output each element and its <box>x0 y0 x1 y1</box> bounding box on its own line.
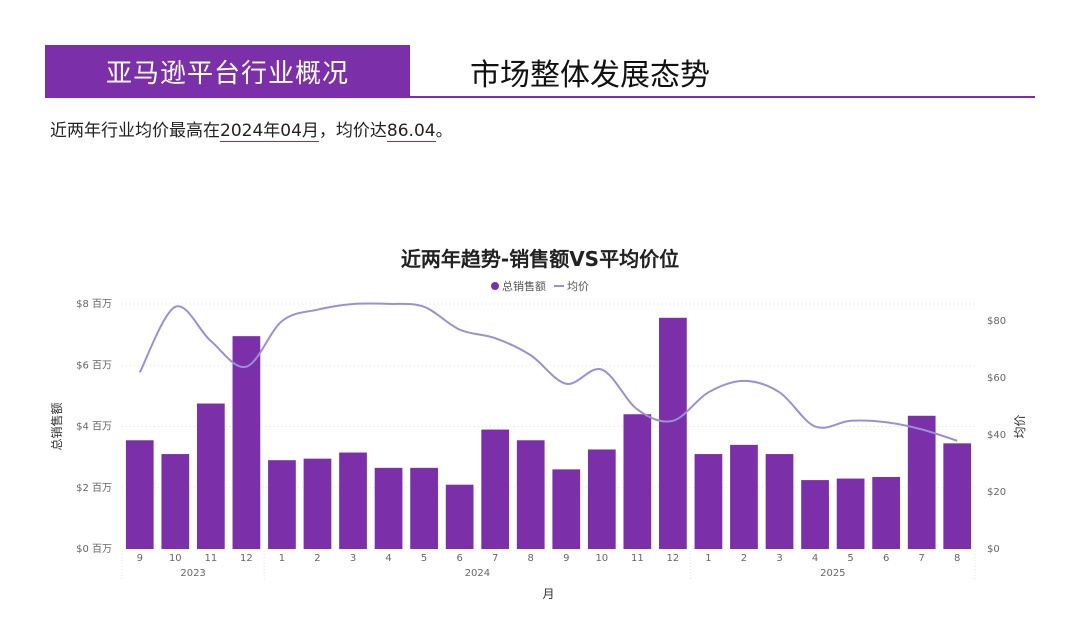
bar <box>730 444 758 549</box>
x-tick-label: 2 <box>314 553 320 564</box>
x-axis-title: 月 <box>542 587 554 601</box>
y-right-tick-label: $0 <box>987 544 1000 555</box>
x-tick-label: 4 <box>385 553 391 564</box>
bar <box>410 467 438 549</box>
y-left-tick-label: $4 百万 <box>76 421 112 433</box>
legend-bar-marker <box>491 282 499 290</box>
section-label-box: 亚马逊平台行业概况 <box>45 45 410 97</box>
year-label: 2025 <box>820 568 845 579</box>
year-label: 2023 <box>180 568 205 579</box>
x-tick-label: 5 <box>421 553 427 564</box>
bar <box>872 477 901 549</box>
x-tick-label: 3 <box>776 553 782 564</box>
bar <box>374 467 403 549</box>
x-tick-label: 7 <box>492 553 498 564</box>
bar <box>765 454 794 549</box>
summary-peak-month: 2024年04月 <box>220 121 319 142</box>
chart-title: 近两年趋势-销售额VS平均价位 <box>400 247 680 271</box>
x-tick-label: 8 <box>954 553 960 564</box>
y-left-tick-label: $2 百万 <box>76 482 112 494</box>
header-divider <box>45 96 1035 98</box>
bar <box>836 478 865 549</box>
x-tick-label: 2 <box>741 553 747 564</box>
bar <box>907 415 936 549</box>
bar <box>125 440 154 549</box>
summary-text: 近两年行业均价最高在2024年04月，均价达86.04。 <box>50 116 453 142</box>
legend-line-label: 均价 <box>567 280 589 293</box>
x-tick-label: 8 <box>528 553 534 564</box>
x-tick-label: 7 <box>919 553 925 564</box>
bar <box>694 454 723 549</box>
bar <box>339 452 367 549</box>
bar <box>516 440 545 549</box>
summary-peak-value: 86.04 <box>386 121 436 142</box>
y-right-tick-label: $20 <box>987 487 1006 498</box>
x-tick-label: 4 <box>812 553 818 564</box>
x-tick-label: 10 <box>595 553 608 564</box>
legend-line-marker <box>554 285 564 287</box>
x-tick-label: 11 <box>631 553 644 564</box>
bar <box>552 469 581 549</box>
bar <box>943 443 972 549</box>
y-right-tick-label: $60 <box>987 373 1006 384</box>
y-right-tick-label: $40 <box>987 430 1006 441</box>
bar <box>445 484 474 549</box>
y-left-tick-label: $0 百万 <box>76 543 112 555</box>
year-label: 2024 <box>465 568 490 579</box>
bar <box>481 429 510 549</box>
y-left-tick-label: $6 百万 <box>76 359 112 371</box>
summary-suffix: 。 <box>435 121 453 141</box>
bar <box>268 460 296 549</box>
chart-legend: 总销售额 均价 <box>0 278 1080 294</box>
x-tick-label: 6 <box>883 553 889 564</box>
bar <box>801 480 829 549</box>
x-tick-label: 3 <box>350 553 356 564</box>
y-right-axis-title: 均价 <box>1013 414 1027 438</box>
summary-middle: ，均价达 <box>318 121 387 141</box>
x-tick-label: 1 <box>279 553 285 564</box>
bar <box>623 414 652 549</box>
section-label: 亚马逊平台行业概况 <box>105 58 349 89</box>
summary-prefix: 近两年行业均价最高在 <box>50 121 220 141</box>
x-tick-label: 9 <box>563 553 569 564</box>
y-right-tick-label: $80 <box>987 316 1006 327</box>
bar <box>659 317 687 549</box>
x-tick-label: 12 <box>667 553 680 564</box>
avg-price-line <box>138 302 958 442</box>
y-left-tick-label: $8 百万 <box>76 298 112 310</box>
x-tick-label: 6 <box>456 553 462 564</box>
x-tick-label: 9 <box>137 553 143 564</box>
y-left-axis-title: 总销售额 <box>49 402 64 450</box>
bar <box>587 449 616 549</box>
legend-bar-label: 总销售额 <box>502 280 546 293</box>
x-tick-label: 10 <box>169 553 182 564</box>
x-tick-label: 5 <box>847 553 853 564</box>
x-tick-label: 11 <box>204 553 217 564</box>
x-tick-label: 1 <box>705 553 711 564</box>
page-title: 市场整体发展态势 <box>470 58 710 93</box>
bar <box>161 454 190 549</box>
bar <box>196 403 225 549</box>
x-tick-label: 12 <box>240 553 253 564</box>
bar <box>303 458 332 549</box>
bar <box>232 336 261 549</box>
